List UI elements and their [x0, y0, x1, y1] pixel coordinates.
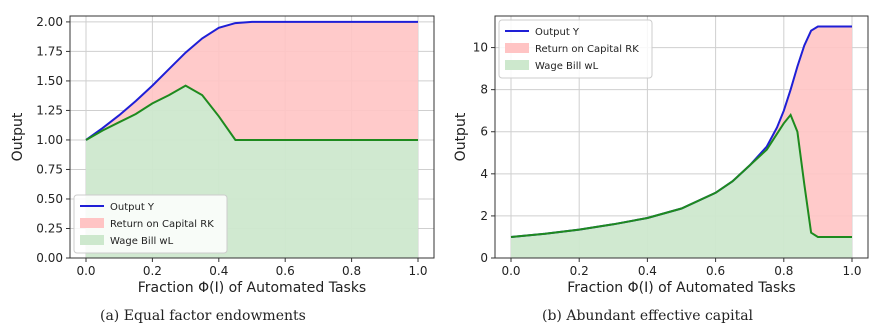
- y-tick-label: 0.75: [36, 162, 63, 176]
- legend-swatch-wage: [505, 60, 529, 70]
- y-tick-label: 1.75: [36, 44, 63, 58]
- x-tick-label: 1.0: [842, 264, 861, 278]
- y-tick-label: 4: [480, 167, 488, 181]
- y-tick-label: 6: [480, 125, 488, 139]
- legend-box: [498, 19, 653, 79]
- y-tick-label: 8: [480, 83, 488, 97]
- y-tick-label: 2.00: [36, 15, 63, 29]
- x-tick-label: 0.8: [774, 264, 793, 278]
- legend-label-output: Output Y: [535, 27, 580, 38]
- return-on-capital-area: [86, 21, 418, 140]
- x-axis-label-a: Fraction Φ(I) of Automated Tasks: [138, 280, 366, 296]
- y-tick-label: 2: [480, 209, 488, 223]
- y-tick-label: 0.00: [36, 251, 63, 265]
- legend-label-capital: Return on Capital RK: [535, 44, 639, 55]
- legend-label-capital: Return on Capital RK: [110, 219, 214, 230]
- caption-b: (b) Abundant effective capital: [542, 308, 754, 324]
- ticks-a: 0.0 0.2 0.4 0.6 0.8 1.0 0.00 0.25 0.50 0.75 1.00 1.…: [36, 15, 427, 278]
- panel-b: 0.0 0.2 0.4 0.6 0.8 1.0 0 2 4 6 8 10 Fraction Φ(I) …: [453, 15, 869, 296]
- x-tick-label: 0.2: [570, 264, 589, 278]
- return-on-capital-area: [511, 26, 852, 237]
- legend-swatch-wage: [80, 235, 104, 245]
- wage-bill-line: [85, 84, 418, 141]
- caption-a: (a) Equal factor endowments: [100, 308, 306, 324]
- wage-bill-line: [510, 112, 852, 238]
- x-tick-label: 0.8: [342, 264, 361, 278]
- x-tick-label: 0.4: [209, 264, 228, 278]
- x-tick-label: 0.0: [501, 264, 520, 278]
- x-tick-label: 1.0: [408, 264, 427, 278]
- x-axis-label-b: Fraction Φ(I) of Automated Tasks: [567, 280, 795, 296]
- lines-a: [85, 20, 418, 141]
- y-axis-label-b: Output: [453, 112, 469, 161]
- y-tick-label: 1.50: [36, 74, 63, 88]
- y-tick-label: 0: [480, 251, 488, 265]
- legend-label-wage: Wage Bill wL: [535, 61, 599, 72]
- x-tick-label: 0.2: [143, 264, 162, 278]
- y-tick-label: 0.50: [36, 192, 63, 206]
- plot-frame-b: [494, 15, 869, 259]
- legend-a: Output Y Return on Capital RK Wage Bill wL: [73, 194, 228, 254]
- y-axis-label-a: Output: [10, 112, 26, 161]
- figure-canvas: 0.0 0.2 0.4 0.6 0.8 1.00.000.250.500.751.001.…: [10, 15, 869, 296]
- panel-a: 0.0 0.2 0.4 0.6 0.8 1.0 0.00 0.25 0.50 0.75 1.00 1.…: [10, 15, 435, 296]
- x-tick-label: 0.4: [638, 264, 657, 278]
- y-tick-label: 1.25: [36, 103, 63, 117]
- legend-label-output: Output Y: [110, 202, 155, 213]
- legend-swatch-capital: [505, 43, 529, 53]
- ticks-b: 0.0 0.2 0.4 0.6 0.8 1.0 0 2 4 6 8 10: [473, 41, 862, 278]
- x-tick-label: 0.0: [76, 264, 95, 278]
- output-line: [85, 20, 418, 141]
- plot-frame-a: [69, 15, 435, 259]
- legend-box: [73, 194, 228, 254]
- x-tick-label: 0.6: [706, 264, 725, 278]
- legend-b: Output Y Return on Capital RK Wage Bill wL: [498, 19, 653, 79]
- y-tick-label: 10: [473, 41, 488, 55]
- legend-label-wage: Wage Bill wL: [110, 236, 174, 247]
- lines-b: [510, 25, 852, 238]
- legend-swatch-capital: [80, 218, 104, 228]
- y-tick-label: 0.25: [36, 221, 63, 235]
- x-tick-label: 0.6: [276, 264, 295, 278]
- y-tick-label: 1.00: [36, 133, 63, 147]
